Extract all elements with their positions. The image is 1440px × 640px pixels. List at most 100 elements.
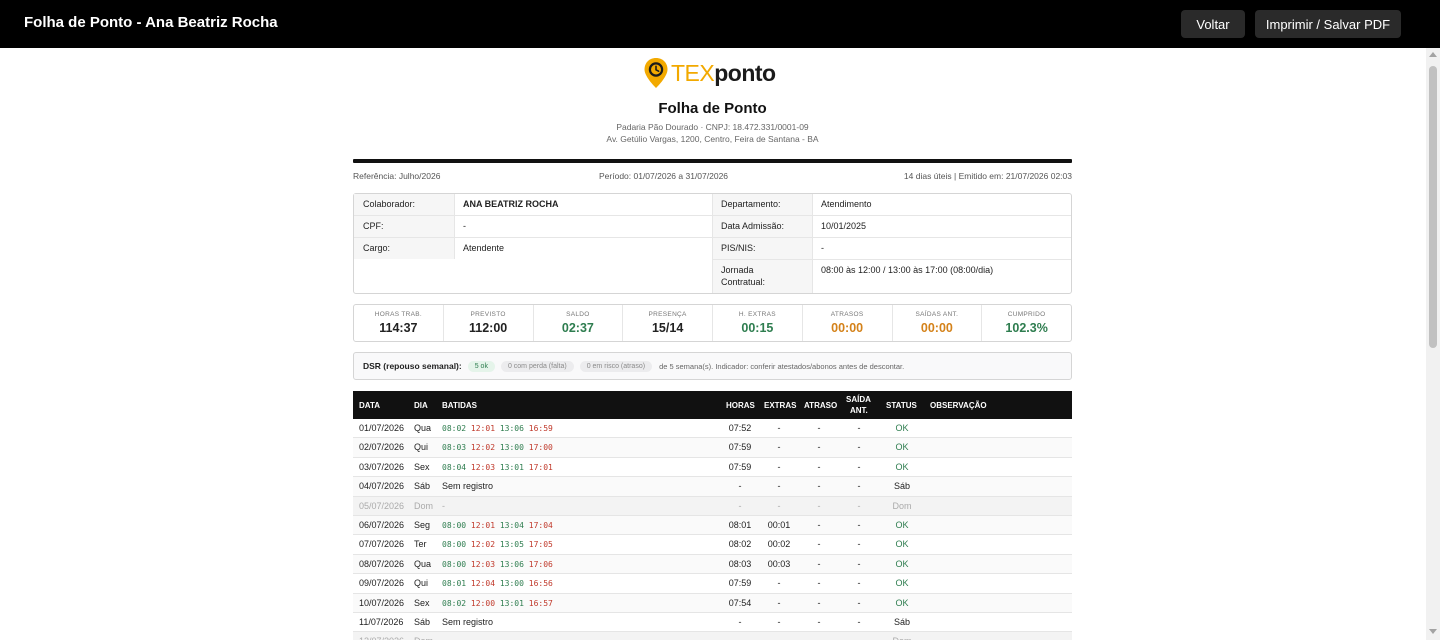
- cell-dia: Seg: [414, 519, 431, 530]
- print-pdf-button[interactable]: Imprimir / Salvar PDF: [1255, 10, 1401, 38]
- punch-text: Sem registro: [442, 616, 494, 627]
- cell-horas: 07:52: [728, 423, 752, 433]
- stat-label: CUMPRIDO: [1007, 311, 1046, 318]
- cell-data: 08/07/2026: [359, 558, 405, 569]
- top-bar: Folha de Ponto - Ana Beatriz Rocha Volta…: [0, 0, 1440, 48]
- cell-data: 11/07/2026: [359, 616, 404, 627]
- table-header: DATA DIA BATIDAS HORAS EXTRAS ATRASO SAÍ…: [353, 391, 1072, 419]
- table-row: 12/07/2026 Dom - - - - - Dom: [353, 632, 1072, 640]
- stat-value: 102.3%: [1005, 321, 1048, 335]
- cell-extras: 00:02: [767, 539, 791, 550]
- punch-times: 08:03 12:02 13:00 17:00: [442, 443, 553, 453]
- cell-status: OK: [895, 578, 909, 589]
- cell-dia: Ter: [414, 539, 427, 550]
- cell-status: Sáb: [893, 616, 910, 627]
- stat-card: HORAS TRAB. 114:37: [354, 305, 444, 341]
- divider: [812, 194, 813, 293]
- punch-times: 08:02 12:01 13:06 16:59: [442, 424, 553, 433]
- cell-status: OK: [895, 539, 909, 550]
- punch-times: 08:02 12:00 13:01 16:57: [442, 598, 553, 608]
- col-horas: HORAS: [726, 401, 755, 410]
- cell-status: OK: [895, 519, 909, 530]
- col-saida-line2: ANT.: [850, 406, 868, 415]
- summary-stats: HORAS TRAB. 114:37 PREVISTO 112:00 SALDO 0…: [353, 304, 1072, 342]
- cell-dia: Qui: [414, 578, 429, 589]
- table-row: 03/07/2026 Sex 08:04 12:03 13:01 17:01 0…: [353, 458, 1072, 478]
- cell-extras: -: [777, 423, 781, 433]
- cell-extras: -: [758, 636, 800, 640]
- jornada-value: 08:00 às 12:00 / 13:00 às 17:00 (08:00/d…: [821, 265, 994, 275]
- stat-card: SAÍDAS ANT. 00:00: [893, 305, 983, 341]
- col-saida-line1: SAÍDA: [846, 395, 871, 404]
- stat-value: 00:00: [831, 321, 864, 335]
- stat-value: 00:00: [920, 321, 953, 335]
- scrollbar-thumb[interactable]: [1429, 66, 1437, 348]
- table-row: 11/07/2026 Sáb Sem registro - - - - Sáb: [353, 613, 1072, 633]
- cell-atraso: -: [817, 500, 821, 511]
- colaborador-value: ANA BEATRIZ ROCHA: [463, 199, 559, 209]
- divider: [712, 194, 713, 293]
- dsr-ok-badge: 5 ok: [467, 360, 495, 372]
- departamento-value: Atendimento: [821, 199, 872, 209]
- col-batidas: BATIDAS: [442, 401, 477, 410]
- stat-value: 114:37: [379, 321, 418, 335]
- table-row: 02/07/2026 Qui 08:03 12:02 13:00 17:00 0…: [353, 438, 1072, 458]
- punch-times: 08:04 12:03 13:01 17:01: [442, 462, 553, 472]
- cell-horas: -: [719, 636, 761, 640]
- table-row: 07/07/2026 Ter 08:00 12:02 13:05 17:05 0…: [353, 535, 1072, 555]
- stat-card: PREVISTO 112:00: [444, 305, 534, 341]
- punch-text: -: [442, 636, 445, 640]
- employee-info-panel: Colaborador: ANA BEATRIZ ROCHA CPF: - Ca…: [353, 193, 1072, 294]
- company-info: Padaria Pão Dourado · CNPJ: 18.472.331/0…: [616, 122, 809, 132]
- admissao-value: 10/01/2025: [821, 221, 867, 231]
- cell-atraso: -: [817, 578, 821, 589]
- scroll-down-icon[interactable]: [1429, 629, 1437, 634]
- cell-extras: -: [777, 616, 781, 627]
- cpf-value: -: [463, 221, 466, 231]
- cell-atraso: -: [817, 616, 821, 627]
- table-row: 10/07/2026 Sex 08:02 12:00 13:01 16:57 0…: [353, 593, 1072, 613]
- cell-data: 02/07/2026: [359, 442, 405, 453]
- divider: [454, 194, 455, 259]
- timesheet-table: DATA DIA BATIDAS HORAS EXTRAS ATRASO SAÍ…: [353, 391, 1072, 640]
- document-title: Folha de Ponto: [658, 100, 767, 117]
- divider: [354, 237, 1071, 238]
- punch-times: 08:00 12:01 13:04 17:04: [442, 520, 553, 530]
- cell-saida: -: [857, 597, 861, 608]
- cell-dia: Sáb: [414, 616, 431, 627]
- stat-label: SAÍDAS ANT.: [915, 311, 959, 318]
- divider: [353, 159, 1072, 163]
- stat-value: 112:00: [469, 321, 508, 335]
- cell-horas: 08:01: [728, 519, 752, 530]
- cell-extras: -: [777, 578, 781, 589]
- stat-value: 15/14: [651, 321, 684, 335]
- stat-card: ATRASOS 00:00: [803, 305, 893, 341]
- cell-dia: Sáb: [414, 481, 431, 492]
- stat-label: HORAS TRAB.: [374, 311, 422, 318]
- col-data: DATA: [359, 401, 381, 410]
- admissao-label: Data Admissão:: [721, 221, 785, 231]
- scroll-up-icon[interactable]: [1429, 52, 1437, 57]
- cell-saida: -: [857, 423, 861, 433]
- label-column-bg: [712, 194, 812, 293]
- cell-status: Dom: [881, 636, 923, 640]
- cell-atraso: -: [817, 442, 821, 453]
- cell-extras: -: [777, 442, 781, 453]
- cell-data: 04/07/2026: [359, 481, 405, 492]
- page-scrollbar[interactable]: [1426, 48, 1440, 640]
- divider: [354, 215, 1071, 216]
- back-button[interactable]: Voltar: [1181, 10, 1245, 38]
- texponto-logo: TEXponto: [643, 56, 776, 90]
- stat-label: SALDO: [566, 311, 590, 318]
- cell-dia: Sex: [414, 461, 430, 472]
- cell-dia: Dom: [414, 636, 433, 640]
- cargo-label: Cargo:: [363, 243, 391, 253]
- cpf-label: CPF:: [363, 221, 384, 231]
- cell-extras: -: [777, 481, 781, 492]
- cell-atraso: -: [817, 539, 821, 550]
- stat-value: 00:15: [741, 321, 774, 335]
- cell-dia: Qui: [414, 442, 429, 453]
- cell-saida: -: [857, 558, 861, 569]
- cell-extras: 00:03: [767, 558, 791, 569]
- cell-saida: -: [857, 539, 861, 550]
